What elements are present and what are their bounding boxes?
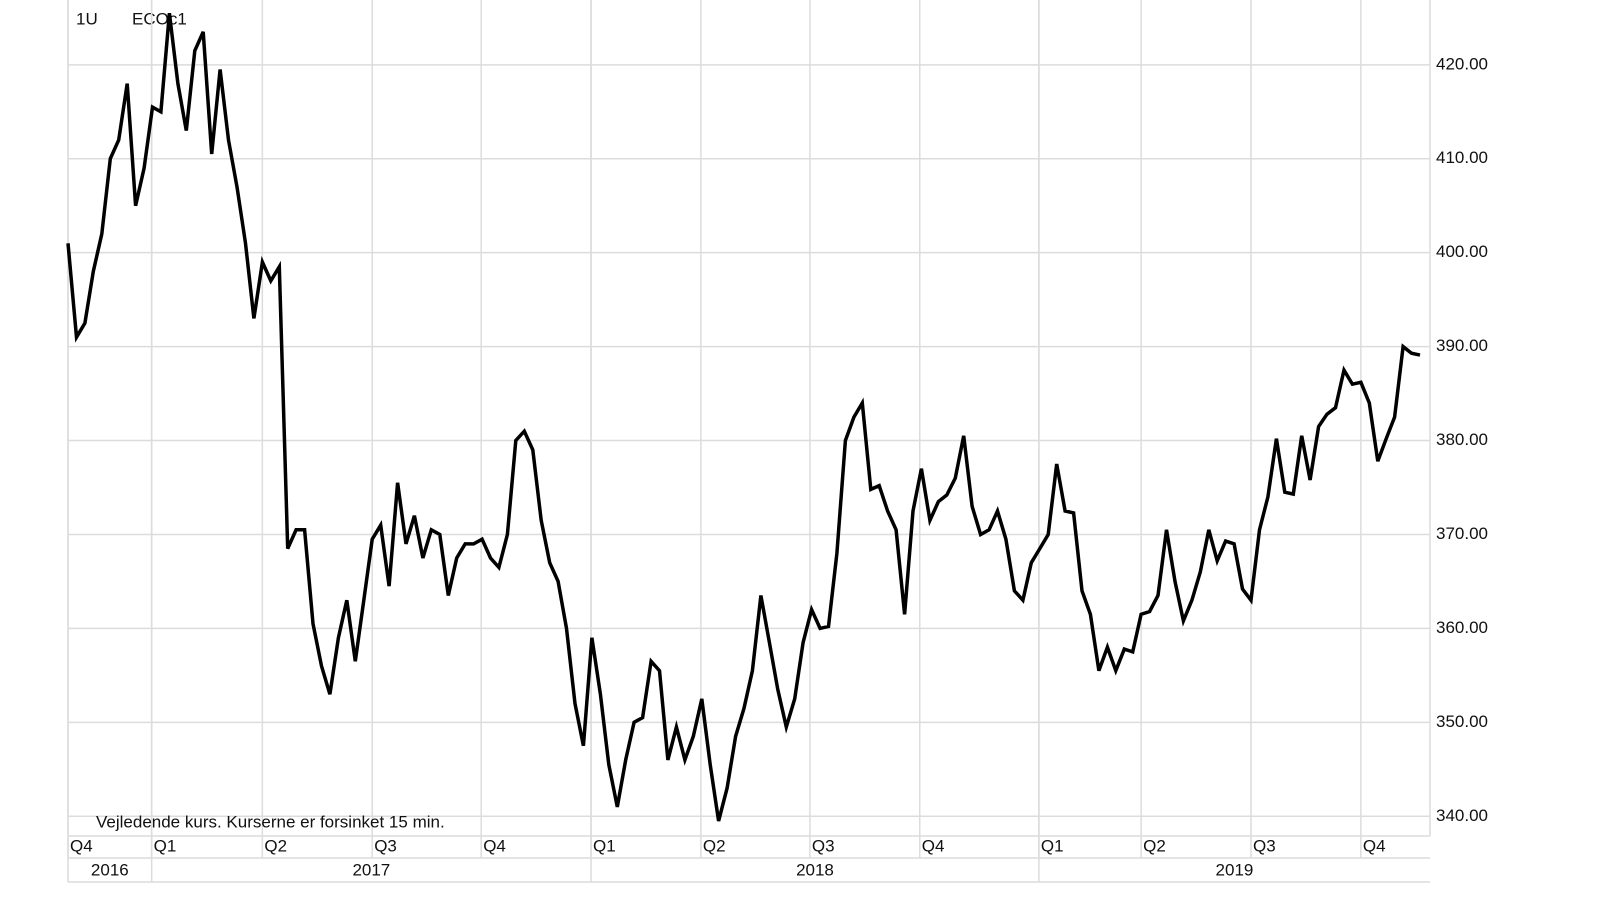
y-tick-label: 350.00 <box>1436 712 1488 731</box>
x-tick-label: Q1 <box>154 836 177 855</box>
x-tick-label: Q2 <box>1143 836 1166 855</box>
x-tick-label: Q4 <box>483 836 506 855</box>
footnote: Vejledende kurs. Kurserne er forsinket 1… <box>96 812 445 831</box>
x-tick-label: Q1 <box>1041 836 1064 855</box>
year-label: 2019 <box>1216 860 1254 879</box>
y-tick-label: 400.00 <box>1436 242 1488 261</box>
chart-title: ECOc1 <box>132 9 187 28</box>
x-tick-label: Q3 <box>374 836 397 855</box>
x-tick-label: Q3 <box>1253 836 1276 855</box>
x-tick-label: Q4 <box>70 836 93 855</box>
y-tick-label: 410.00 <box>1436 148 1488 167</box>
x-tick-label: Q3 <box>812 836 835 855</box>
y-tick-label: 360.00 <box>1436 618 1488 637</box>
price-line <box>66 12 1421 822</box>
x-tick-label: Q4 <box>922 836 945 855</box>
y-tick-label: 420.00 <box>1436 54 1488 73</box>
x-tick-label: Q2 <box>264 836 287 855</box>
x-tick-label: Q1 <box>593 836 616 855</box>
x-tick-label: Q2 <box>703 836 726 855</box>
y-tick-label: 390.00 <box>1436 336 1488 355</box>
y-tick-label: 380.00 <box>1436 430 1488 449</box>
year-label: 2016 <box>91 860 129 879</box>
y-tick-label: 370.00 <box>1436 524 1488 543</box>
x-tick-label: Q4 <box>1363 836 1386 855</box>
year-label: 2017 <box>352 860 390 879</box>
y-tick-label: 340.00 <box>1436 806 1488 825</box>
year-label: 2018 <box>796 860 834 879</box>
interval-label: 1U <box>76 9 98 28</box>
